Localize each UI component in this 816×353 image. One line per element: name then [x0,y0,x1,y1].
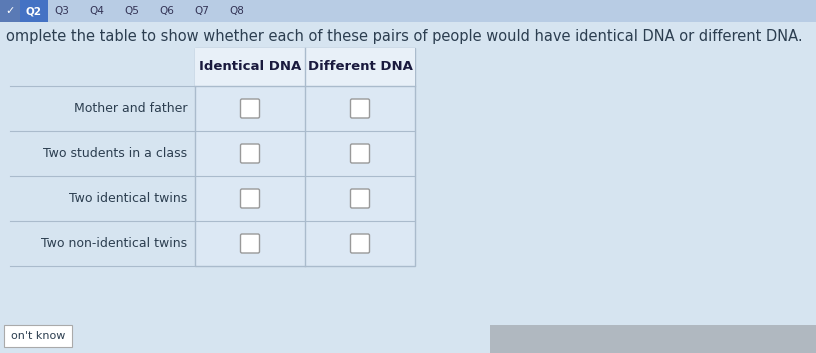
FancyBboxPatch shape [241,144,259,163]
Text: Q4: Q4 [90,6,104,16]
FancyBboxPatch shape [241,189,259,208]
FancyBboxPatch shape [351,144,370,163]
Text: Two identical twins: Two identical twins [69,192,187,205]
FancyBboxPatch shape [351,234,370,253]
Text: Q3: Q3 [55,6,69,16]
Text: Identical DNA: Identical DNA [199,60,301,73]
Text: on't know: on't know [11,331,65,341]
Text: Mother and father: Mother and father [73,102,187,115]
Bar [4,325,72,347]
Text: Q7: Q7 [194,6,210,16]
FancyBboxPatch shape [351,189,370,208]
Text: Two non-identical twins: Two non-identical twins [41,237,187,250]
Bar [20,0,48,22]
Bar [0,0,20,22]
Text: Q5: Q5 [125,6,140,16]
Text: Q6: Q6 [160,6,175,16]
Bar [195,48,415,86]
Text: Q2: Q2 [26,6,42,16]
Text: omplete the table to show whether each of these pairs of people would have ident: omplete the table to show whether each o… [6,29,803,43]
Bar [490,325,816,353]
Text: ✓: ✓ [6,6,15,16]
Bar [0,0,816,22]
Text: Different DNA: Different DNA [308,60,412,73]
Text: Two students in a class: Two students in a class [43,147,187,160]
Bar [195,48,415,266]
Text: Q8: Q8 [229,6,245,16]
FancyBboxPatch shape [241,99,259,118]
FancyBboxPatch shape [351,99,370,118]
FancyBboxPatch shape [241,234,259,253]
